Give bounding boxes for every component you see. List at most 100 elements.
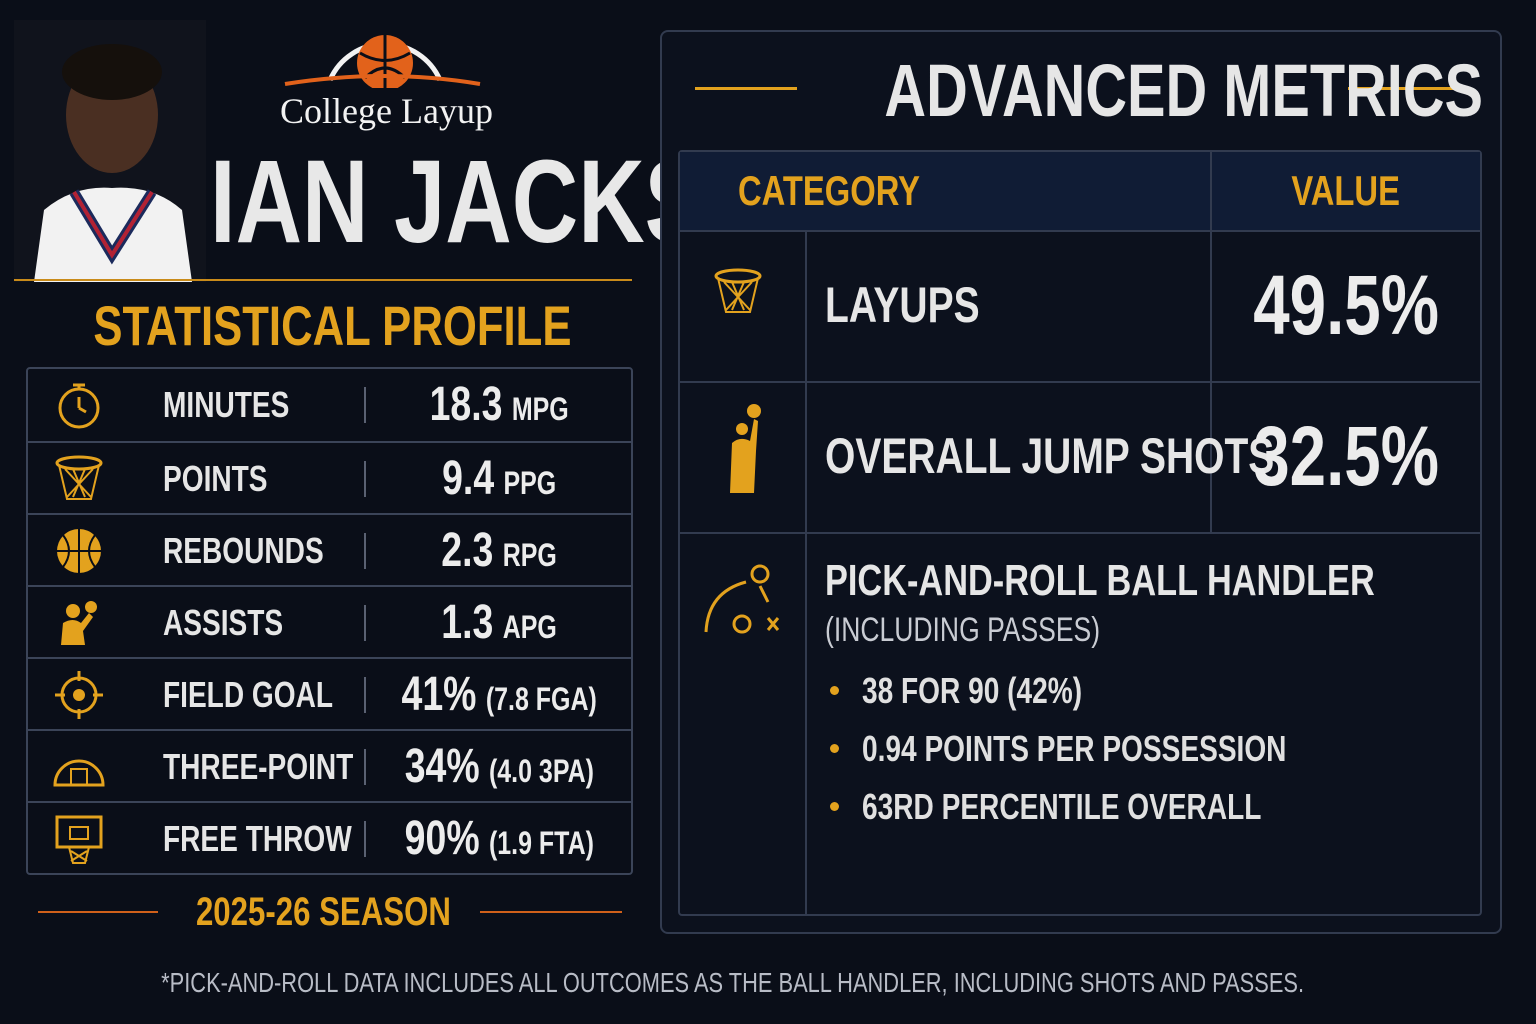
stat-unit-text: PPG <box>503 465 557 501</box>
stat-value-group: 2.3 RPG <box>442 515 558 598</box>
profile-row: POINTS 9.4 PPG <box>28 441 631 515</box>
stat-label: FIELD GOAL <box>163 659 381 731</box>
stat-label: ASSISTS <box>163 587 317 659</box>
row-divider <box>364 677 366 713</box>
stat-label-text: FIELD GOAL <box>163 674 334 715</box>
metric-value: 32.5% <box>1212 381 1480 532</box>
title-line <box>1348 87 1458 90</box>
stat-value: 2.3 RPG <box>368 515 631 587</box>
row-divider <box>364 821 366 857</box>
row-border <box>680 381 1480 383</box>
stat-label: THREE-POINT <box>163 731 407 803</box>
player-photo <box>14 20 206 282</box>
row-divider <box>364 749 366 785</box>
stat-label-text: REBOUNDS <box>163 530 324 571</box>
profile-row: THREE-POINT 34% (4.0 3PA) <box>28 729 631 803</box>
metric-value: 49.5% <box>1212 230 1480 381</box>
metrics-table: CATEGORY VALUE LAYUPS 49.5% OVERALL JUMP SHO… <box>678 150 1482 916</box>
season-line <box>480 911 622 913</box>
stat-value-text: 2.3 <box>441 524 494 577</box>
stat-label-text: FREE THROW <box>163 818 352 859</box>
stat-unit-text: (7.8 FGA) <box>486 681 598 717</box>
header-value-text: VALUE <box>1291 167 1401 214</box>
stat-label-text: POINTS <box>163 458 268 499</box>
pnr-subtitle: (INCLUDING PASSES) <box>825 610 1178 650</box>
stat-value-text: 9.4 <box>442 452 495 505</box>
row-border <box>680 532 1480 534</box>
profile-row: REBOUNDS 2.3 RPG <box>28 513 631 587</box>
season-text: 2025-26 SEASON <box>195 890 451 934</box>
stat-value-text: 90% <box>404 812 480 865</box>
stat-value-group: 34% (4.0 3PA) <box>405 731 594 814</box>
metric-label-text: OVERALL JUMP SHOTS <box>825 428 1275 484</box>
header-category-text: CATEGORY <box>738 167 921 214</box>
metric-label: OVERALL JUMP SHOTS <box>825 381 1401 532</box>
bullet-dot <box>830 744 839 753</box>
stat-value-text: 1.3 <box>441 596 494 649</box>
stat-value: 41% (7.8 FGA) <box>368 659 631 731</box>
icon <box>51 811 107 872</box>
stat-value-group: 41% (7.8 FGA) <box>402 659 597 742</box>
divider <box>14 279 632 281</box>
stat-label-text: THREE-POINT <box>163 746 354 787</box>
pnr-bullet: 63RD PERCENTILE OVERALL <box>862 786 1374 828</box>
icon <box>51 523 107 584</box>
header-category: CATEGORY <box>738 152 971 230</box>
logo-mark <box>284 35 481 88</box>
stat-label-text: ASSISTS <box>163 602 284 643</box>
stat-value: 1.3 APG <box>368 587 631 659</box>
row-divider <box>364 387 366 423</box>
footnote: *PICK-AND-ROLL DATA INCLUDES ALL OUTCOME… <box>0 966 1345 1000</box>
stat-value: 18.3 MPG <box>368 369 631 441</box>
icon <box>698 562 788 643</box>
icon <box>51 667 107 728</box>
profile-row: FREE THROW 90% (1.9 FTA) <box>28 801 631 875</box>
icon <box>51 739 107 800</box>
stat-value-group: 1.3 APG <box>442 587 558 670</box>
stat-label: POINTS <box>163 443 297 515</box>
stat-label: FREE THROW <box>163 803 405 875</box>
pnr-bullet: 38 FOR 90 (42%) <box>862 670 1144 712</box>
stat-unit-text: (1.9 FTA) <box>489 825 595 861</box>
metric-value-text: 32.5% <box>1253 409 1439 503</box>
profile-row: FIELD GOAL 41% (7.8 FGA) <box>28 657 631 731</box>
metrics-title: ADVANCED METRICS <box>800 54 1483 128</box>
stat-value: 90% (1.9 FTA) <box>368 803 631 875</box>
stat-unit-text: RPG <box>503 537 558 573</box>
stat-value-text: 18.3 <box>429 378 503 431</box>
metric-label-text: LAYUPS <box>825 277 980 333</box>
pnr-bullet-text: 63RD PERCENTILE OVERALL <box>862 786 1262 827</box>
metrics-title-text: ADVANCED METRICS <box>884 49 1484 132</box>
icon-divider <box>805 230 807 914</box>
icon <box>720 403 770 504</box>
pnr-title-text: PICK-AND-ROLL BALL HANDLER <box>825 556 1375 605</box>
pnr-bullet-text: 38 FOR 90 (42%) <box>862 670 1083 711</box>
col-divider <box>1210 152 1212 532</box>
row-divider <box>364 533 366 569</box>
header-value: VALUE <box>1212 152 1480 230</box>
icon <box>710 264 780 339</box>
stat-unit-text: APG <box>503 609 558 645</box>
bullet-dot <box>830 686 839 695</box>
header-bg <box>680 152 1480 230</box>
stat-value: 9.4 PPG <box>368 443 631 515</box>
stat-label: REBOUNDS <box>163 515 369 587</box>
profile-table: MINUTES 18.3 MPG POINTS 9.4 PPG REBOUNDS 2.3 RPG… <box>26 367 633 875</box>
stat-value-group: 18.3 MPG <box>430 369 569 452</box>
stat-value: 34% (4.0 3PA) <box>368 731 631 803</box>
row-divider <box>364 605 366 641</box>
profile-title-text: STATISTICAL PROFILE <box>93 294 572 357</box>
profile-title: STATISTICAL PROFILE <box>26 296 632 356</box>
season-line <box>38 911 158 913</box>
stat-value-text: 34% <box>404 740 480 793</box>
stat-value-group: 9.4 PPG <box>442 443 556 526</box>
footnote-text: *PICK-AND-ROLL DATA INCLUDES ALL OUTCOME… <box>161 967 1305 998</box>
stat-label: MINUTES <box>163 369 325 441</box>
bullet-dot <box>830 802 839 811</box>
pnr-subtitle-text: (INCLUDING PASSES) <box>825 611 1101 649</box>
stat-value-group: 90% (1.9 FTA) <box>405 803 594 886</box>
metric-value-text: 49.5% <box>1253 258 1439 352</box>
pnr-bullet-text: 0.94 POINTS PER POSSESSION <box>862 728 1287 769</box>
pnr-bullet: 0.94 POINTS PER POSSESSION <box>862 728 1406 770</box>
